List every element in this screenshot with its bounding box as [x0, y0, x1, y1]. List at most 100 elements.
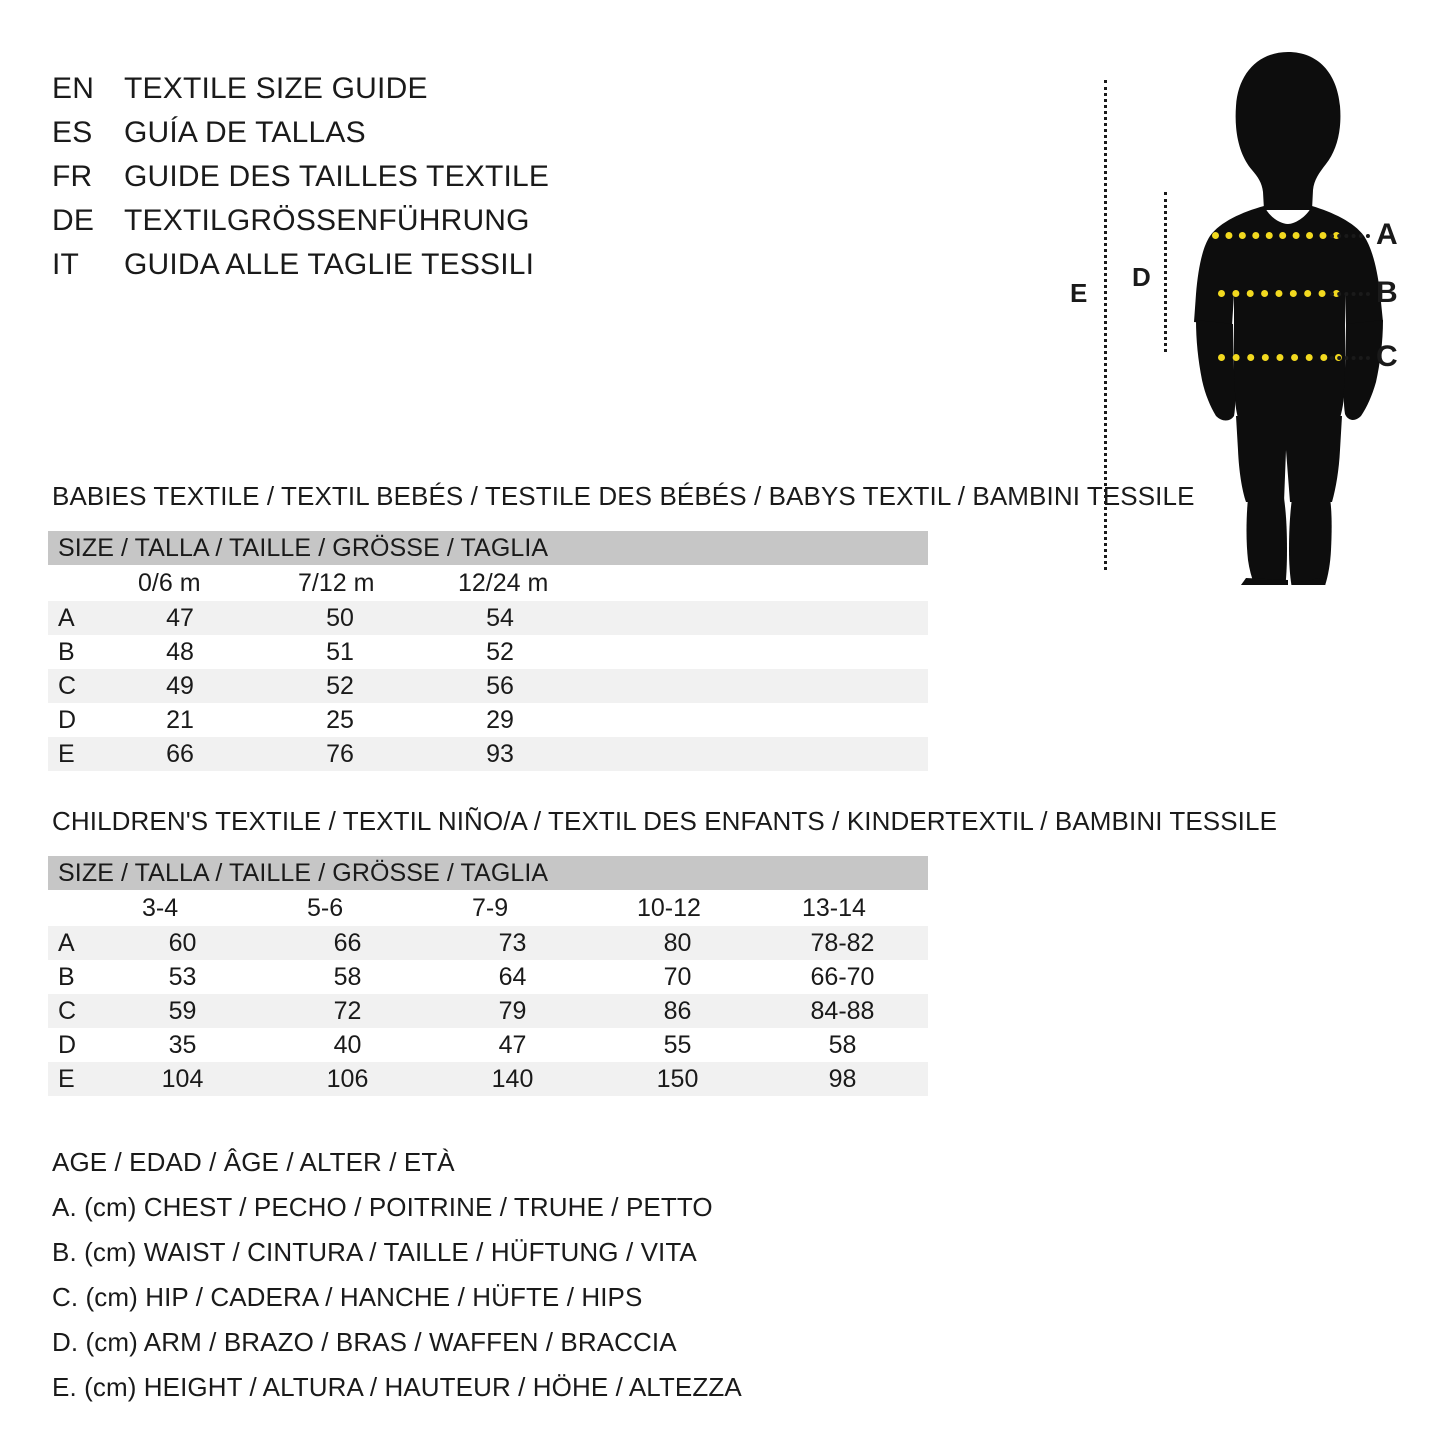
- babies-column-header-1: 7/12 m: [298, 568, 375, 597]
- arm-guide-line: [1164, 192, 1167, 352]
- babies-size-header-label: SIZE / TALLA / TAILLE / GRÖSSE / TAGLIA: [58, 533, 549, 562]
- hip-measure-line: [1218, 354, 1342, 368]
- babies-column-header-2: 12/24 m: [458, 568, 549, 597]
- children-cell-b-3: 70: [663, 962, 692, 991]
- language-title-it: GUIDA ALLE TAGLIE TESSILI: [124, 248, 535, 281]
- children-column-header-row: 3-4 5-6 7-9 10-12 13-14: [48, 890, 928, 926]
- children-cell-d-3: 55: [663, 1030, 692, 1059]
- language-row-fr: FR GUIDE DES TAILLES TEXTILE: [52, 160, 672, 204]
- language-code-fr: FR: [52, 160, 93, 193]
- children-size-header-band: SIZE / TALLA / TAILLE / GRÖSSE / TAGLIA: [48, 856, 928, 890]
- height-guide-line: [1104, 80, 1107, 570]
- children-row-label-a: A: [58, 928, 75, 957]
- children-size-header-label: SIZE / TALLA / TAILLE / GRÖSSE / TAGLIA: [58, 858, 549, 887]
- language-title-en: TEXTILE SIZE GUIDE: [124, 72, 428, 105]
- babies-cell-e-0: 66: [166, 739, 194, 768]
- children-cell-c-2: 79: [498, 996, 527, 1025]
- children-row-label-d: D: [58, 1030, 77, 1059]
- language-code-es: ES: [52, 116, 93, 149]
- diagram-marker-c: C: [1376, 340, 1398, 373]
- babies-cell-c-1: 52: [326, 671, 354, 700]
- table-row: B 48 51 52: [48, 635, 928, 669]
- children-cell-c-1: 72: [333, 996, 362, 1025]
- children-cell-a-1: 66: [333, 928, 362, 957]
- babies-cell-a-0: 47: [166, 603, 194, 632]
- babies-row-label-a: A: [58, 603, 75, 632]
- babies-cell-a-1: 50: [326, 603, 354, 632]
- children-cell-e-2: 140: [491, 1064, 534, 1093]
- waist-measure-line: [1218, 290, 1340, 304]
- table-row: A 60 66 73 80 78-82: [48, 926, 928, 960]
- child-silhouette-icon: [1194, 52, 1383, 585]
- legend-line-hip: C. (cm) HIP / CADERA / HANCHE / HÜFTE / …: [52, 1282, 643, 1312]
- children-cell-c-3: 86: [663, 996, 692, 1025]
- babies-cell-b-1: 51: [326, 637, 354, 666]
- table-row: D 35 40 47 55 58: [48, 1028, 928, 1062]
- babies-cell-b-0: 48: [166, 637, 194, 666]
- diagram-marker-e: E: [1070, 278, 1088, 308]
- children-cell-d-2: 47: [498, 1030, 527, 1059]
- babies-column-header-row: 0/6 m 7/12 m 12/24 m: [48, 565, 928, 601]
- children-cell-b-2: 64: [498, 962, 527, 991]
- children-cell-b-4: 66-70: [810, 962, 875, 991]
- babies-row-label-d: D: [58, 705, 77, 734]
- children-row-label-c: C: [58, 996, 77, 1025]
- babies-row-label-b: B: [58, 637, 75, 666]
- chest-measure-line: [1212, 232, 1340, 246]
- children-cell-d-4: 58: [828, 1030, 857, 1059]
- babies-cell-b-2: 52: [486, 637, 514, 666]
- babies-cell-e-2: 93: [486, 739, 514, 768]
- measurement-legend: AGE / EDAD / ÂGE / ALTER / ETÀ A. (cm) C…: [52, 1140, 812, 1410]
- language-row-en: EN TEXTILE SIZE GUIDE: [52, 72, 672, 116]
- language-title-de: TEXTILGRÖSSENFÜHRUNG: [124, 204, 530, 237]
- babies-cell-e-1: 76: [326, 739, 354, 768]
- measurement-diagram: E D: [1040, 40, 1445, 600]
- children-cell-c-0: 59: [168, 996, 197, 1025]
- babies-size-header-band: SIZE / TALLA / TAILLE / GRÖSSE / TAGLIA: [48, 531, 928, 565]
- babies-column-header-0: 0/6 m: [138, 568, 201, 597]
- legend-line-chest: A. (cm) CHEST / PECHO / POITRINE / TRUHE…: [52, 1192, 713, 1222]
- children-cell-d-0: 35: [168, 1030, 197, 1059]
- language-title-fr: GUIDE DES TAILLES TEXTILE: [124, 160, 550, 193]
- table-row: C 59 72 79 86 84-88: [48, 994, 928, 1028]
- children-cell-a-2: 73: [498, 928, 527, 957]
- legend-line-waist: B. (cm) WAIST / CINTURA / TAILLE / HÜFTU…: [52, 1237, 697, 1267]
- language-row-it: IT GUIDA ALLE TAGLIE TESSILI: [52, 248, 672, 292]
- children-row-label-e: E: [58, 1064, 75, 1093]
- babies-cell-d-0: 21: [166, 705, 194, 734]
- diagram-marker-d: D: [1132, 262, 1151, 292]
- language-code-de: DE: [52, 204, 95, 237]
- hip-leader-line: [1330, 356, 1370, 360]
- table-row: E 66 76 93: [48, 737, 928, 771]
- language-code-en: EN: [52, 72, 95, 105]
- children-cell-b-0: 53: [168, 962, 197, 991]
- table-row: B 53 58 64 70 66-70: [48, 960, 928, 994]
- babies-cell-a-2: 54: [486, 603, 514, 632]
- babies-row-label-c: C: [58, 671, 77, 700]
- children-column-header-3: 10-12: [637, 893, 701, 922]
- legend-line-height: E. (cm) HEIGHT / ALTURA / HAUTEUR / HÖHE…: [52, 1372, 742, 1402]
- language-row-es: ES GUÍA DE TALLAS: [52, 116, 672, 160]
- children-size-table: SIZE / TALLA / TAILLE / GRÖSSE / TAGLIA …: [48, 856, 928, 1096]
- children-column-header-4: 13-14: [802, 893, 866, 922]
- children-column-header-1: 5-6: [307, 893, 344, 922]
- children-cell-a-4: 78-82: [810, 928, 875, 957]
- children-row-label-b: B: [58, 962, 75, 991]
- babies-cell-c-2: 56: [486, 671, 514, 700]
- babies-cell-c-0: 49: [166, 671, 194, 700]
- table-row: A 47 50 54: [48, 601, 928, 635]
- children-cell-d-1: 40: [333, 1030, 362, 1059]
- diagram-marker-b: B: [1376, 276, 1398, 309]
- chest-leader-line: [1330, 234, 1370, 238]
- language-title-block: EN TEXTILE SIZE GUIDE ES GUÍA DE TALLAS …: [52, 72, 672, 292]
- legend-line-age: AGE / EDAD / ÂGE / ALTER / ETÀ: [52, 1147, 455, 1177]
- babies-size-table: SIZE / TALLA / TAILLE / GRÖSSE / TAGLIA …: [48, 531, 928, 771]
- children-cell-a-0: 60: [168, 928, 197, 957]
- table-row: C 49 52 56: [48, 669, 928, 703]
- diagram-marker-a: A: [1376, 218, 1398, 251]
- legend-line-arm: D. (cm) ARM / BRAZO / BRAS / WAFFEN / BR…: [52, 1327, 677, 1357]
- children-cell-c-4: 84-88: [810, 996, 875, 1025]
- babies-section-title: BABIES TEXTILE / TEXTIL BEBÉS / TESTILE …: [52, 481, 1195, 511]
- babies-cell-d-1: 25: [326, 705, 354, 734]
